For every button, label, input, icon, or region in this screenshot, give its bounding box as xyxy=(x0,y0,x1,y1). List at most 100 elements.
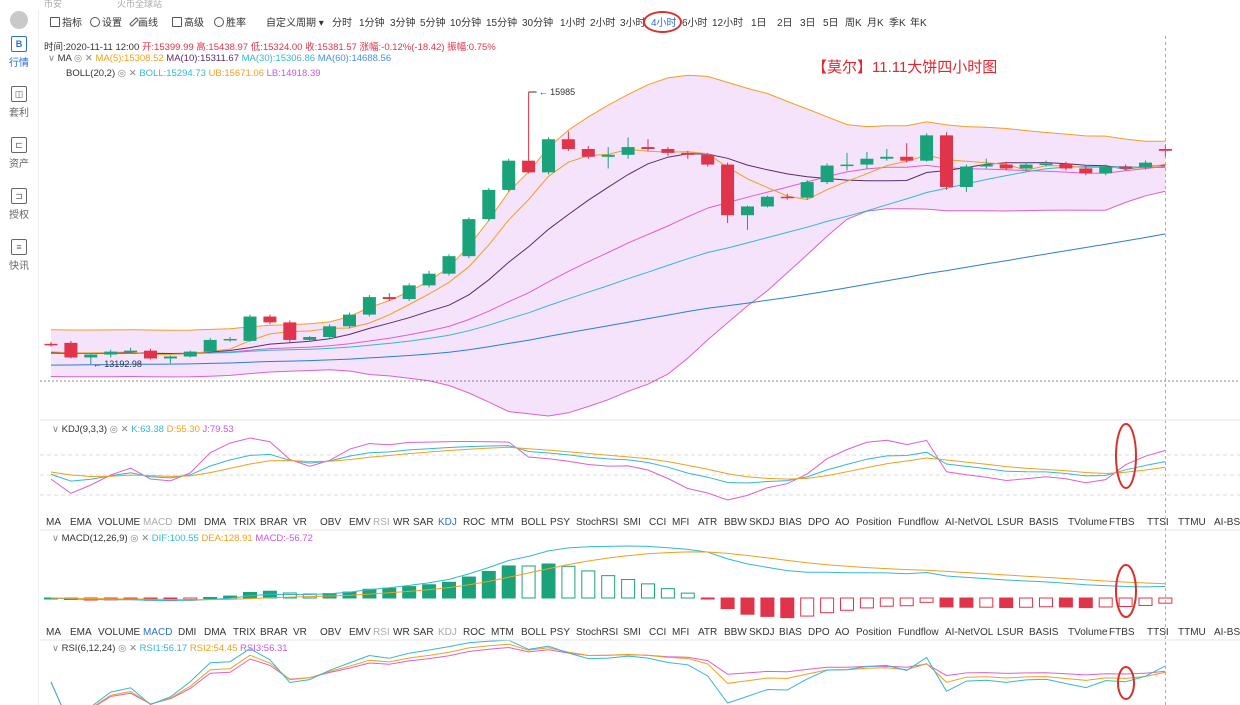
indicator-tab-kdj[interactable]: KDJ xyxy=(438,517,457,528)
indicator-tab-trix[interactable]: TRIX xyxy=(233,517,256,528)
indicator-tab-ao[interactable]: AO xyxy=(835,517,850,528)
indicator-tab-atr[interactable]: ATR xyxy=(698,627,718,638)
custom-period-dropdown[interactable]: 自定义周期 ▾ xyxy=(266,14,324,29)
period-18[interactable]: 月K xyxy=(867,18,884,29)
indicator-tab-wr[interactable]: WR xyxy=(393,627,410,638)
eye-icon[interactable]: ◎ xyxy=(118,643,127,654)
indicator-tab-wr[interactable]: WR xyxy=(393,517,410,528)
indicator-tab-bias[interactable]: BIAS xyxy=(779,627,802,638)
indicator-tab-ttmu[interactable]: TTMU xyxy=(1178,517,1206,528)
indicator-tab-boll[interactable]: BOLL xyxy=(521,517,547,528)
indicator-tab-macd[interactable]: MACD xyxy=(143,627,173,638)
indicator-tab-mtm[interactable]: MTM xyxy=(491,517,514,528)
indicator-tab-lsur[interactable]: LSUR xyxy=(997,517,1024,528)
indicator-tab-rsi[interactable]: RSI xyxy=(373,517,390,528)
indicator-tab-ttsi[interactable]: TTSI xyxy=(1147,517,1169,528)
indicator-tab-vr[interactable]: VR xyxy=(293,517,307,528)
indicator-tab-roc[interactable]: ROC xyxy=(463,627,486,638)
indicator-tab-basis[interactable]: BASIS xyxy=(1029,627,1059,638)
indicator-tab-volume[interactable]: VOLUME xyxy=(98,627,141,638)
eye-icon[interactable]: ◎ xyxy=(73,53,83,64)
indicator-tab-bbw[interactable]: BBW xyxy=(724,627,747,638)
indicator-tab-kdj[interactable]: KDJ xyxy=(438,627,457,638)
indicator-button[interactable]: 指标 xyxy=(50,14,82,29)
close-icon[interactable]: ✕ xyxy=(120,424,129,435)
period-11[interactable]: 6小时 xyxy=(682,18,708,29)
indicator-tab-ema[interactable]: EMA xyxy=(70,627,92,638)
winrate-button[interactable]: 胜率 xyxy=(214,14,246,29)
sidebar-item-assets[interactable]: ⊏ 资产 xyxy=(0,137,38,170)
period-13[interactable]: 1日 xyxy=(751,18,767,29)
indicator-tab-sar[interactable]: SAR xyxy=(413,627,434,638)
period-12[interactable]: 12小时 xyxy=(712,18,744,29)
collapse-icon[interactable]: ∨ xyxy=(52,643,59,654)
close-icon[interactable]: ✕ xyxy=(129,643,138,654)
period-16[interactable]: 5日 xyxy=(823,18,839,29)
collapse-icon[interactable]: ∨ xyxy=(52,424,59,435)
indicator-tab-ttmu[interactable]: TTMU xyxy=(1178,627,1206,638)
indicator-tab-trix[interactable]: TRIX xyxy=(233,627,256,638)
period-19[interactable]: 季K xyxy=(889,18,906,29)
indicator-tab-ai-netvol[interactable]: AI-NetVOL xyxy=(945,517,994,528)
indicator-tab-position[interactable]: Position xyxy=(856,627,892,638)
sidebar-item-authorize[interactable]: ⊐ 授权 xyxy=(0,188,38,221)
indicator-tab-ao[interactable]: AO xyxy=(835,627,850,638)
period-5[interactable]: 15分钟 xyxy=(486,18,518,29)
indicator-tab-lsur[interactable]: LSUR xyxy=(997,627,1024,638)
period-15[interactable]: 3日 xyxy=(800,18,816,29)
indicator-tab-ftbs[interactable]: FTBS xyxy=(1109,517,1135,528)
period-8[interactable]: 2小时 xyxy=(590,18,616,29)
indicator-tab-psy[interactable]: PSY xyxy=(550,517,571,528)
indicator-tab-smi[interactable]: SMI xyxy=(623,517,641,528)
collapse-icon[interactable]: ∨ xyxy=(48,53,55,64)
indicator-tab-bbw[interactable]: BBW xyxy=(724,517,747,528)
indicator-tab-stochrsi[interactable]: StochRSI xyxy=(576,627,619,638)
indicator-tab-obv[interactable]: OBV xyxy=(320,627,342,638)
exchange-tab-huobi[interactable]: 火币全球站 xyxy=(117,0,163,9)
indicator-tab-tvolume[interactable]: TVolume xyxy=(1068,627,1108,638)
indicator-tab-dmi[interactable]: DMI xyxy=(178,517,197,528)
indicator-tab-mfi[interactable]: MFI xyxy=(672,627,690,638)
close-icon[interactable]: ✕ xyxy=(128,68,137,79)
indicator-tab-position[interactable]: Position xyxy=(856,517,892,528)
indicator-tab-ai-bsi[interactable]: AI-BSI xyxy=(1214,517,1240,528)
advanced-button[interactable]: 高级 xyxy=(172,14,204,29)
indicator-tab-fundflow[interactable]: Fundflow xyxy=(898,517,939,528)
period-1[interactable]: 1分钟 xyxy=(359,18,385,29)
settings-button[interactable]: 设置 xyxy=(90,14,122,29)
period-14[interactable]: 2日 xyxy=(777,18,793,29)
indicator-tab-vr[interactable]: VR xyxy=(293,627,307,638)
eye-icon[interactable]: ◎ xyxy=(130,533,139,544)
indicator-tab-obv[interactable]: OBV xyxy=(320,517,342,528)
indicator-tab-mtm[interactable]: MTM xyxy=(491,627,514,638)
indicator-tab-tvolume[interactable]: TVolume xyxy=(1068,517,1108,528)
period-4[interactable]: 10分钟 xyxy=(450,18,482,29)
sidebar-item-arbitrage[interactable]: ◫ 套利 xyxy=(0,86,38,119)
indicator-tab-ema[interactable]: EMA xyxy=(70,517,92,528)
indicator-tab-dpo[interactable]: DPO xyxy=(808,627,830,638)
indicator-tab-cci[interactable]: CCI xyxy=(649,627,667,638)
indicator-tab-macd[interactable]: MACD xyxy=(143,517,173,528)
indicator-tab-boll[interactable]: BOLL xyxy=(521,627,547,638)
indicator-tab-sar[interactable]: SAR xyxy=(413,517,434,528)
indicator-tab-roc[interactable]: ROC xyxy=(463,517,486,528)
indicator-tab-ai-netvol[interactable]: AI-NetVOL xyxy=(945,627,994,638)
indicator-tab-dmi[interactable]: DMI xyxy=(178,627,197,638)
indicator-tab-skdj[interactable]: SKDJ xyxy=(749,517,775,528)
indicator-tab-dma[interactable]: DMA xyxy=(204,517,227,528)
indicator-tab-emv[interactable]: EMV xyxy=(349,627,371,638)
sidebar-item-news[interactable]: ≡ 快讯 xyxy=(0,239,38,272)
period-7[interactable]: 1小时 xyxy=(560,18,586,29)
period-20[interactable]: 年K xyxy=(910,18,927,29)
indicator-tab-cci[interactable]: CCI xyxy=(649,517,667,528)
period-0[interactable]: 分时 xyxy=(332,18,352,29)
indicator-tab-basis[interactable]: BASIS xyxy=(1029,517,1059,528)
indicator-tab-ftbs[interactable]: FTBS xyxy=(1109,627,1135,638)
exchange-tab-binance[interactable]: 币安 xyxy=(44,0,63,9)
period-2[interactable]: 3分钟 xyxy=(390,18,416,29)
eye-icon[interactable]: ◎ xyxy=(109,424,118,435)
indicator-tab-volume[interactable]: VOLUME xyxy=(98,517,141,528)
indicator-tab-skdj[interactable]: SKDJ xyxy=(749,627,775,638)
indicator-tab-rsi[interactable]: RSI xyxy=(373,627,390,638)
